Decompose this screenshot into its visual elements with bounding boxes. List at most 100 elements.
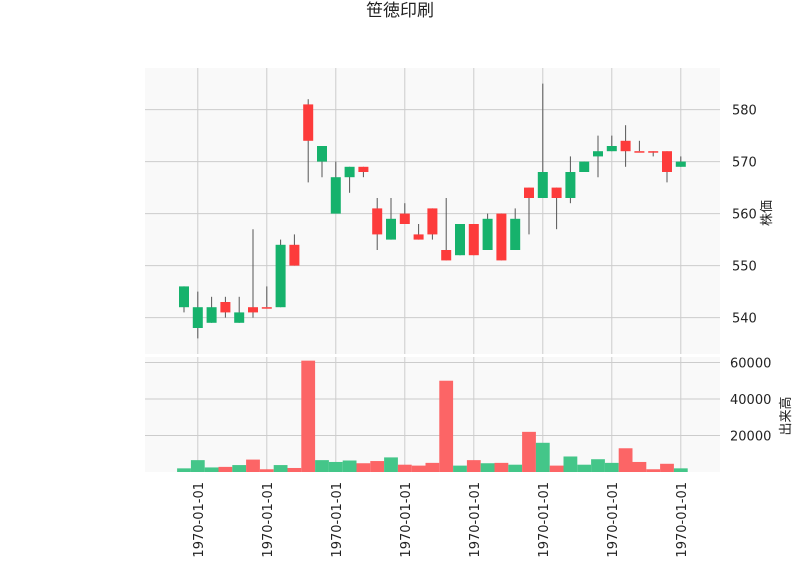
x-tick-label: 1970-01-01	[330, 482, 345, 558]
candle-body	[399, 213, 410, 224]
volume-bar	[370, 461, 385, 472]
candle-body	[496, 213, 507, 261]
volume-bar	[480, 463, 495, 472]
candle-body	[275, 244, 286, 308]
volume-bar	[466, 460, 481, 472]
volume-bar	[425, 462, 440, 472]
candle-body	[537, 172, 548, 198]
volume-bar	[591, 459, 605, 472]
candle-body	[179, 286, 189, 308]
volume-bar	[342, 460, 357, 472]
volume-bar	[218, 466, 233, 472]
volume-bar	[453, 465, 467, 472]
volume-panel	[145, 357, 720, 472]
candle-body	[524, 187, 534, 198]
volume-bar	[273, 465, 288, 472]
candle-body	[248, 307, 258, 313]
candle-body	[565, 172, 576, 198]
volume-bar	[535, 442, 550, 472]
candle-body	[192, 307, 203, 328]
volume-bar	[660, 463, 674, 472]
volume-bar	[411, 465, 426, 472]
price-tick-label: 540	[732, 312, 757, 327]
candle-body	[344, 166, 355, 178]
price-axis-label: 株価	[760, 200, 775, 226]
volume-bar	[618, 448, 633, 472]
x-tick-label: 1970-01-01	[675, 482, 690, 558]
candle-body	[303, 104, 314, 141]
price-tick-label: 550	[732, 260, 757, 275]
price-tick-label: 570	[732, 156, 757, 171]
candle-body	[261, 307, 272, 309]
volume-axis-label: 出来高	[778, 396, 794, 435]
volume-bar	[604, 462, 619, 472]
candle-body	[606, 146, 617, 152]
candles	[179, 83, 686, 339]
candle-body	[593, 151, 603, 157]
candle-body	[220, 302, 231, 313]
candle-body	[620, 140, 631, 152]
volume-bar	[632, 461, 647, 472]
volume-tick-label: 60000	[730, 356, 771, 371]
volume-bar	[315, 460, 329, 472]
candle-body	[358, 166, 369, 172]
candle-body	[330, 177, 341, 214]
volume-bar	[646, 469, 661, 472]
candle-body	[386, 218, 396, 240]
price-tick-label: 560	[732, 208, 757, 223]
volume-bar	[549, 465, 564, 472]
volume-bar	[287, 467, 302, 472]
volume-bar	[190, 460, 205, 472]
price-tick-label: 580	[732, 104, 757, 119]
volume-tick-label: 20000	[730, 429, 771, 444]
candle-body	[482, 218, 493, 250]
volume-bar	[246, 459, 260, 472]
candle-body	[372, 208, 383, 235]
volume-bar	[397, 464, 412, 472]
candle-body	[468, 224, 479, 256]
x-tick-label: 1970-01-01	[261, 482, 276, 558]
volume-bar	[522, 431, 536, 472]
chart-title: 笹徳印刷	[366, 1, 434, 21]
volume-bar	[232, 465, 247, 472]
candle-body	[289, 244, 300, 266]
candle-body	[317, 146, 327, 162]
candle-body	[675, 161, 686, 167]
candle-body	[427, 208, 438, 235]
candle-body	[648, 151, 659, 153]
candle-body	[234, 312, 245, 323]
x-tick-label: 1970-01-01	[606, 482, 621, 558]
volume-bar	[204, 467, 219, 472]
volume-bar	[577, 464, 592, 472]
volume-bar	[259, 469, 274, 472]
x-tick-labels: 1970-01-01 1970-01-01 1970-01-01 1970-01-01…	[192, 482, 690, 558]
candle-body	[579, 161, 590, 172]
x-tick-label: 1970-01-01	[468, 482, 483, 558]
candle-body	[551, 187, 562, 198]
candle-body	[634, 151, 645, 153]
candle-body	[455, 224, 465, 256]
volume-bar	[301, 360, 316, 472]
volume-bar	[673, 468, 688, 472]
x-tick-label: 1970-01-01	[192, 482, 207, 558]
candle-body	[206, 307, 217, 323]
volume-bars	[177, 360, 688, 472]
volume-tick-labels: 20000 40000 60000	[730, 356, 771, 444]
volume-bar	[177, 468, 191, 472]
candle-body	[413, 234, 424, 240]
volume-tick-label: 40000	[730, 393, 771, 408]
volume-bar	[439, 380, 454, 472]
volume-bar	[563, 456, 578, 472]
candle-body	[662, 151, 672, 172]
volume-bar	[494, 462, 509, 472]
volume-bar	[356, 463, 371, 472]
volume-bar	[508, 464, 523, 472]
candle-body	[441, 250, 452, 261]
candle-body	[510, 218, 521, 250]
x-tick-label: 1970-01-01	[399, 482, 414, 558]
volume-bar	[384, 457, 398, 472]
x-tick-label: 1970-01-01	[537, 482, 552, 558]
price-tick-labels: 540 550 560 570 580	[732, 104, 757, 327]
volume-bar	[328, 461, 343, 472]
